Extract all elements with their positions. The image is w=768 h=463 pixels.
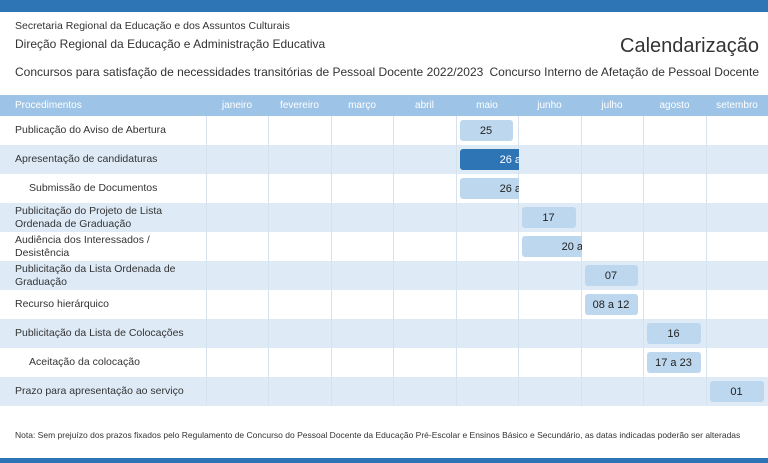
table-row: Submissão de Documentos 26 a 03 <box>0 174 768 203</box>
row-label: Publicitação da Lista de Colocações <box>0 319 206 348</box>
table-row: Apresentação de candidaturas 26 a 01 <box>0 145 768 174</box>
col-header-janeiro: janeiro <box>206 95 268 116</box>
row-label: Prazo para apresentação ao serviço <box>0 377 206 406</box>
org-main-title: Direção Regional da Educação e Administr… <box>15 37 326 51</box>
timeline-bar: 17 <box>521 207 576 228</box>
page-title: Calendarização <box>620 35 759 57</box>
col-header-junho: junho <box>518 95 581 116</box>
subtitle-right: Concurso Interno de Afetação de Pessoal … <box>489 65 759 79</box>
table-header-row: Procedimentos janeiro fevereiro março ab… <box>0 95 768 116</box>
col-header-abril: abril <box>393 95 456 116</box>
col-header-procedimentos: Procedimentos <box>0 95 206 116</box>
col-header-maio: maio <box>456 95 518 116</box>
footnote: Nota: Sem prejuízo dos prazos fixados pe… <box>15 430 741 440</box>
row-label: Submissão de Documentos <box>0 174 206 203</box>
timeline-bar: 07 <box>584 265 638 286</box>
bottom-accent-bar <box>0 458 768 463</box>
timeline-bar: 01 <box>709 381 764 402</box>
row-label: Apresentação de candidaturas <box>0 145 206 174</box>
col-header-agosto: agosto <box>643 95 706 116</box>
table-row: Publicitação do Projeto de Lista Ordenad… <box>0 203 768 232</box>
col-header-fevereiro: fevereiro <box>268 95 331 116</box>
table-row: Publicitação da Lista de Colocações 16 <box>0 319 768 348</box>
timeline-bar: 08 a 12 <box>584 294 638 315</box>
row-label: Aceitação da colocação <box>0 348 206 377</box>
col-header-marco: março <box>331 95 393 116</box>
row-label: Publicitação da Lista Ordenada de Gradua… <box>0 261 206 290</box>
top-accent-bar <box>0 0 768 12</box>
timeline-bar: 25 <box>459 120 513 141</box>
timeline-bar: 17 a 23 <box>646 352 701 373</box>
row-label: Recurso hierárquico <box>0 290 206 319</box>
schedule-table: Procedimentos janeiro fevereiro março ab… <box>0 95 768 406</box>
subtitle-left: Concursos para satisfação de necessidade… <box>15 65 484 79</box>
table-row: Prazo para apresentação ao serviço 01 <box>0 377 768 406</box>
row-label: Publicação do Aviso de Abertura <box>0 116 206 145</box>
col-header-setembro: setembro <box>706 95 768 116</box>
table-row: Audiência dos Interessados / Desistência… <box>0 232 768 261</box>
table-row: Publicação do Aviso de Abertura 25 <box>0 116 768 145</box>
table-row: Publicitação da Lista Ordenada de Gradua… <box>0 261 768 290</box>
timeline-bar: 16 <box>646 323 701 344</box>
org-small-title: Secretaria Regional da Educação e dos As… <box>15 20 290 32</box>
table-row: Aceitação da colocação 17 a 23 <box>0 348 768 377</box>
row-label: Publicitação do Projeto de Lista Ordenad… <box>0 203 206 232</box>
table-row: Recurso hierárquico 08 a 12 <box>0 290 768 319</box>
row-label: Audiência dos Interessados / Desistência <box>0 232 206 261</box>
col-header-julho: julho <box>581 95 643 116</box>
